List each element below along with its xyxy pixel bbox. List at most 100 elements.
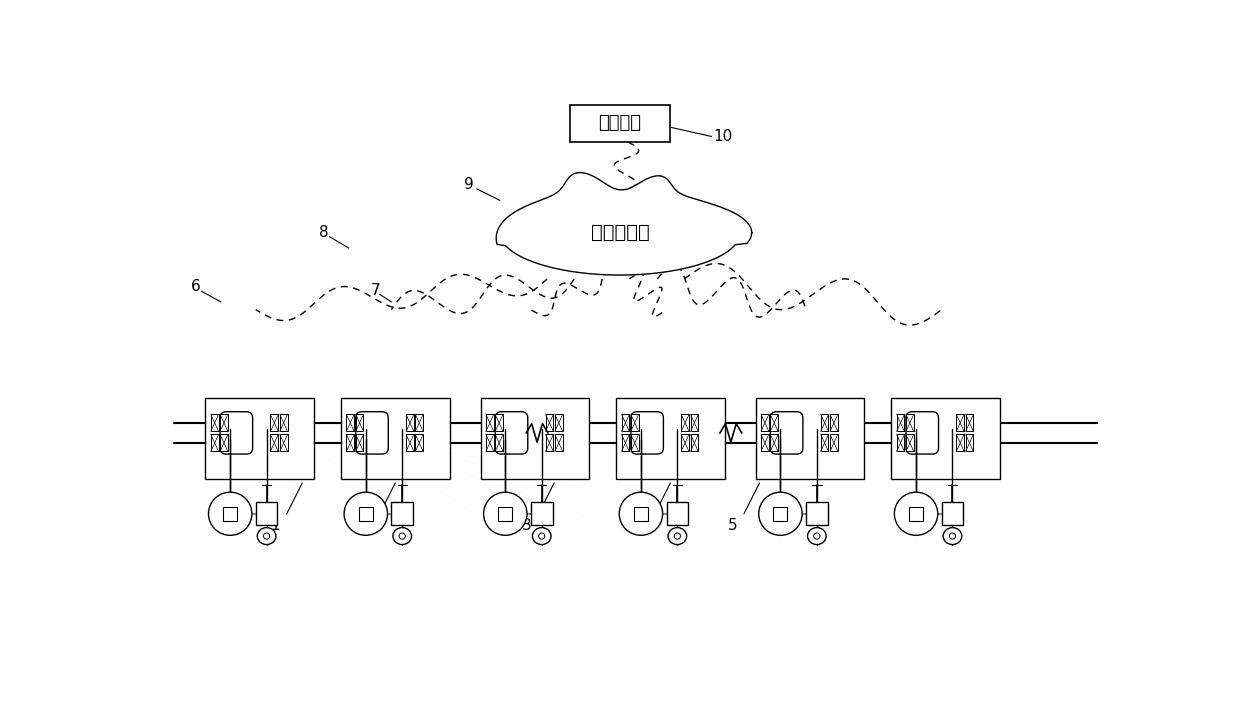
Ellipse shape — [208, 492, 252, 535]
Bar — [631, 434, 639, 451]
Ellipse shape — [484, 492, 527, 535]
Bar — [897, 415, 904, 431]
Bar — [821, 434, 828, 451]
Bar — [956, 415, 965, 431]
Bar — [830, 434, 838, 451]
Ellipse shape — [894, 492, 937, 535]
Text: 3: 3 — [522, 518, 532, 533]
Ellipse shape — [538, 533, 544, 539]
Bar — [806, 503, 828, 526]
Ellipse shape — [399, 533, 405, 539]
Bar — [631, 415, 639, 431]
FancyBboxPatch shape — [356, 412, 388, 454]
Ellipse shape — [813, 533, 820, 539]
FancyBboxPatch shape — [221, 412, 253, 454]
Bar — [755, 398, 864, 479]
Bar — [681, 415, 689, 431]
Bar — [498, 507, 512, 521]
Bar — [906, 434, 914, 451]
Bar — [830, 415, 838, 431]
Bar — [358, 507, 373, 521]
Bar — [634, 507, 649, 521]
Ellipse shape — [759, 492, 802, 535]
Bar — [667, 503, 688, 526]
Bar — [909, 507, 923, 521]
Bar — [621, 434, 629, 451]
Text: 4: 4 — [639, 518, 649, 533]
Bar — [556, 434, 563, 451]
Bar — [770, 415, 779, 431]
Bar — [956, 434, 965, 451]
Bar — [531, 503, 553, 526]
Ellipse shape — [944, 528, 962, 544]
Ellipse shape — [343, 492, 387, 535]
FancyBboxPatch shape — [631, 412, 663, 454]
Ellipse shape — [619, 492, 662, 535]
Bar — [569, 105, 671, 142]
Ellipse shape — [807, 528, 826, 544]
Bar — [341, 398, 449, 479]
Bar — [906, 415, 914, 431]
Bar — [966, 434, 973, 451]
Bar — [221, 415, 228, 431]
Bar — [821, 415, 828, 431]
Bar — [556, 415, 563, 431]
Bar — [481, 398, 589, 479]
Text: 7: 7 — [371, 283, 381, 298]
Bar — [774, 507, 787, 521]
Bar — [546, 415, 553, 431]
Bar — [681, 434, 689, 451]
Text: 8: 8 — [319, 225, 329, 240]
Bar — [761, 415, 769, 431]
Bar — [356, 415, 363, 431]
Bar — [966, 415, 973, 431]
Bar — [223, 507, 237, 521]
Bar — [346, 434, 355, 451]
Ellipse shape — [950, 533, 956, 539]
Bar — [415, 415, 423, 431]
Bar — [270, 434, 278, 451]
Text: 2: 2 — [363, 518, 373, 533]
Bar — [495, 434, 503, 451]
Bar — [941, 503, 963, 526]
Ellipse shape — [668, 528, 687, 544]
Ellipse shape — [393, 528, 412, 544]
Bar — [356, 434, 363, 451]
Ellipse shape — [263, 533, 270, 539]
Ellipse shape — [675, 533, 681, 539]
Bar — [211, 415, 218, 431]
Ellipse shape — [532, 528, 551, 544]
Bar — [407, 415, 414, 431]
Bar — [770, 434, 779, 451]
Bar — [280, 415, 288, 431]
Bar — [892, 398, 999, 479]
Text: 1: 1 — [270, 518, 280, 533]
Bar — [691, 434, 698, 451]
Bar — [495, 415, 503, 431]
Ellipse shape — [258, 528, 277, 544]
Bar — [486, 415, 494, 431]
Text: 5: 5 — [728, 518, 738, 533]
Text: 10: 10 — [713, 129, 733, 144]
Bar — [270, 415, 278, 431]
Bar — [206, 398, 314, 479]
FancyBboxPatch shape — [906, 412, 939, 454]
Bar — [486, 434, 494, 451]
Bar — [761, 434, 769, 451]
Bar — [346, 415, 355, 431]
Bar — [211, 434, 218, 451]
Polygon shape — [496, 173, 751, 275]
Text: 6: 6 — [191, 279, 200, 294]
Bar — [280, 434, 288, 451]
Bar — [392, 503, 413, 526]
Bar — [546, 434, 553, 451]
Bar — [897, 434, 904, 451]
FancyBboxPatch shape — [495, 412, 528, 454]
Bar — [255, 503, 278, 526]
Bar — [691, 415, 698, 431]
Bar — [221, 434, 228, 451]
Text: 移动终端: 移动终端 — [599, 114, 641, 132]
Bar — [407, 434, 414, 451]
Text: 9: 9 — [464, 177, 474, 192]
Bar — [616, 398, 724, 479]
